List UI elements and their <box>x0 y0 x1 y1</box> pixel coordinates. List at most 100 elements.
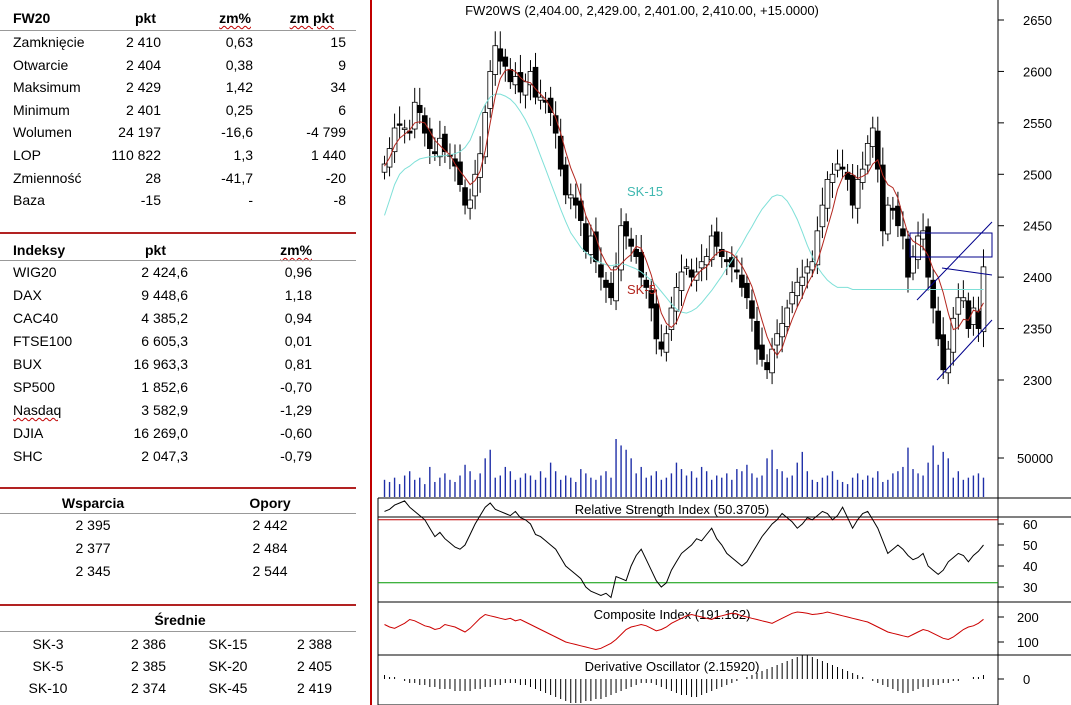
row-label: Maksimum <box>13 79 81 96</box>
candle-body <box>512 76 519 86</box>
resistance-header: Opory <box>249 495 291 511</box>
candle-body <box>839 166 846 170</box>
table-row: FTSE100 6 605,3 0,01 <box>0 330 356 352</box>
candle-body <box>834 163 841 171</box>
table-row: 2 345 2 544 <box>0 560 356 582</box>
row-label: Baza <box>13 192 45 209</box>
indices-header-zm: zm% <box>280 242 312 258</box>
candle-body <box>915 235 921 261</box>
volume-bars <box>383 439 985 497</box>
candle-body <box>411 101 418 130</box>
row-zm: -0,70 <box>280 379 312 395</box>
row-label: FTSE100 <box>13 333 73 349</box>
support-header: Wsparcia <box>61 495 125 511</box>
row-zmpkt: -20 <box>325 169 346 186</box>
resistance-value: 2 442 <box>252 517 288 533</box>
composite-tick-label: 100 <box>1017 635 1039 650</box>
table-divider <box>0 232 356 234</box>
candle-body <box>734 269 740 273</box>
candle-body <box>648 290 655 309</box>
row-pkt: 2 401 <box>125 101 161 118</box>
row-label: CAC40 <box>13 310 59 326</box>
row-label: Zmienność <box>13 169 82 186</box>
quotes-panel: FW20 pkt zm% zm pkt Zamknięcie 2 410 0,63 15 Otw… <box>0 0 370 705</box>
price-tick-label: 2300 <box>1023 373 1052 388</box>
chart-background <box>372 0 1071 705</box>
candle-body <box>618 225 624 271</box>
row-label: SP500 <box>13 379 56 395</box>
candle-body <box>794 281 801 297</box>
row-zmpkt: 34 <box>330 79 346 96</box>
row-label: WIG20 <box>13 264 57 280</box>
table-row: BUX 16 963,3 0,81 <box>0 353 356 375</box>
candle-body <box>749 300 755 319</box>
candle-body <box>401 127 408 130</box>
candle-body <box>718 248 725 257</box>
candle-body <box>502 56 509 67</box>
fw20-header-name: FW20 <box>13 10 51 26</box>
row-zm: 0,25 <box>225 101 253 118</box>
candle-body <box>557 135 564 170</box>
table-row: Minimum 2 401 0,25 6 <box>0 99 356 121</box>
candle-body <box>678 271 685 291</box>
candle-body <box>623 221 629 237</box>
candle-body <box>708 235 715 261</box>
candle-body <box>497 48 504 62</box>
table-row: Baza -15 - -8 <box>0 189 356 211</box>
candle-body <box>608 282 614 299</box>
sk5-line <box>384 68 984 357</box>
candle-body <box>567 194 574 199</box>
candle-body <box>693 271 700 281</box>
row-pkt: 3 582,9 <box>141 402 188 418</box>
candle-body <box>583 223 589 252</box>
row-zmpkt: -8 <box>333 192 346 209</box>
row-pkt: 9 448,6 <box>141 287 188 303</box>
ma-label: SK-15 <box>208 636 248 652</box>
candle-body <box>462 187 468 206</box>
table-row: Otwarcie 2 404 0,38 9 <box>0 54 356 76</box>
fw20-chart: 2300 2350 2400 2450 2500 2550 2600 2650 50000 Re… <box>372 0 1071 705</box>
table-row: DAX 9 448,6 1,18 <box>0 284 356 306</box>
derivative-tick-label: 0 <box>1023 672 1030 687</box>
table-row: SHC 2 047,3 -0,79 <box>0 445 356 467</box>
header-underline <box>0 260 356 261</box>
ma-label: SK-3 <box>32 636 64 652</box>
ma-label: SK-45 <box>208 680 248 696</box>
row-zmpkt: 9 <box>338 56 346 73</box>
candle-body <box>663 333 670 353</box>
candle-body <box>980 266 987 333</box>
row-zmpkt: -4 799 <box>306 124 346 141</box>
row-label: Zamknięcie <box>13 34 85 50</box>
candle-body <box>613 266 619 302</box>
candle-body <box>442 133 448 153</box>
header-underline <box>0 30 356 31</box>
row-label: SHC <box>13 448 43 464</box>
candle-body <box>653 303 660 340</box>
candle-body <box>532 66 539 98</box>
table-row: 2 377 2 484 <box>0 537 356 559</box>
composite-tick-label: 200 <box>1017 610 1039 625</box>
row-zmpkt: 15 <box>330 34 346 50</box>
candle-body <box>829 173 836 183</box>
row-pkt: 24 197 <box>118 124 161 141</box>
candle-body <box>920 230 926 240</box>
candle-body <box>421 115 428 134</box>
candle-body <box>578 200 584 221</box>
candle-body <box>457 161 463 185</box>
candle-body <box>598 264 604 278</box>
candle-body <box>593 231 599 263</box>
candle-body <box>784 307 790 327</box>
table-divider <box>0 487 356 489</box>
header-underline <box>0 631 356 632</box>
row-pkt: 1 852,6 <box>141 379 188 395</box>
ma-label: SK-10 <box>28 680 68 696</box>
row-pkt: 4 385,2 <box>141 310 188 326</box>
candle-body <box>754 320 760 350</box>
table-row: Nasdaq 3 582,9 -1,29 <box>0 399 356 421</box>
row-pkt: 110 822 <box>111 147 161 163</box>
support-trendline <box>936 319 993 381</box>
candle-body <box>814 230 821 266</box>
ma-label: SK-5 <box>32 658 64 674</box>
rsi-tick-label: 40 <box>1023 559 1037 574</box>
row-label: Minimum <box>13 101 70 118</box>
